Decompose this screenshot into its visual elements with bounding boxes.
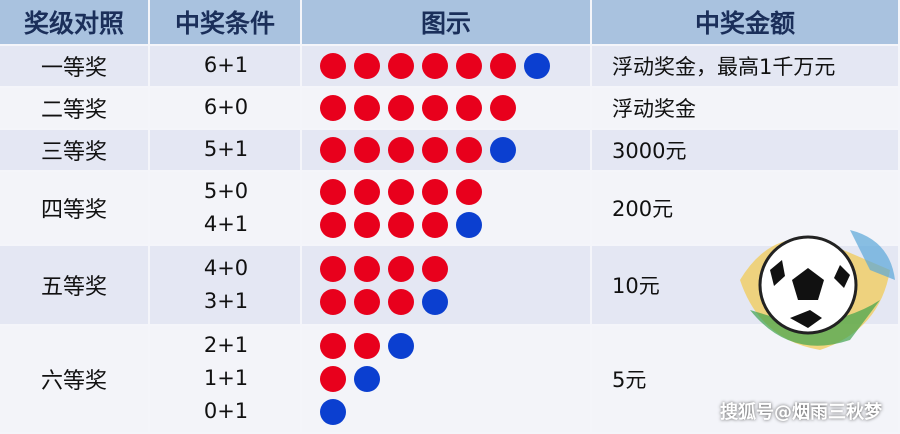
- condition: 3+1: [203, 288, 249, 313]
- red-ball: [388, 211, 414, 238]
- red-ball: [422, 178, 448, 205]
- football-decoration: [740, 230, 895, 350]
- condition: 5+1: [203, 137, 249, 161]
- row-cell: [592, 172, 898, 244]
- blue-ball: [354, 366, 380, 392]
- row-cell: [150, 46, 300, 86]
- watermark: 搜狐号@烟雨三秋梦: [720, 402, 882, 423]
- header-cell: 奖级对照: [0, 0, 148, 44]
- red-ball: [388, 288, 414, 315]
- condition: 6+1: [203, 53, 249, 77]
- prize: 浮动奖金: [612, 97, 696, 121]
- level: 三等奖: [40, 140, 107, 165]
- row-cell: [150, 246, 300, 324]
- red-ball: [388, 178, 414, 205]
- blue-ball: [320, 399, 346, 425]
- header-cell: 中奖金额: [592, 0, 898, 44]
- prize: 10元: [612, 274, 660, 298]
- red-ball: [354, 178, 380, 205]
- row-cell: [592, 130, 898, 170]
- row-cell: [302, 246, 590, 324]
- row-cell: [0, 46, 148, 86]
- row-cell: [0, 88, 148, 128]
- red-ball: [456, 178, 482, 205]
- red-ball: [456, 95, 482, 121]
- condition: 2+1: [203, 333, 249, 357]
- red-ball: [490, 95, 516, 121]
- red-ball: [320, 333, 346, 359]
- red-ball: [320, 255, 346, 282]
- level: 六等奖: [40, 369, 107, 394]
- red-ball: [320, 53, 346, 79]
- red-ball: [388, 95, 414, 121]
- blue-ball: [422, 288, 448, 315]
- level: 五等奖: [40, 275, 107, 300]
- red-ball: [320, 95, 346, 121]
- level: 一等奖: [40, 56, 107, 81]
- red-ball: [354, 333, 380, 359]
- blue-ball: [490, 137, 516, 163]
- row-cell: [0, 326, 148, 432]
- row-cell: [592, 326, 898, 432]
- row-cell: [150, 172, 300, 244]
- header-cell: 中奖条件: [150, 0, 300, 44]
- red-ball: [422, 255, 448, 282]
- red-ball: [354, 211, 380, 238]
- condition: 4+1: [203, 211, 249, 236]
- level: 二等奖: [40, 98, 107, 123]
- red-ball: [422, 53, 448, 79]
- red-ball: [456, 137, 482, 163]
- row-cell: [302, 326, 590, 432]
- row-cell: [0, 246, 148, 324]
- red-ball: [354, 255, 380, 282]
- red-ball: [388, 255, 414, 282]
- row-cell: [592, 88, 898, 128]
- red-ball: [422, 137, 448, 163]
- red-ball: [354, 137, 380, 163]
- red-ball: [320, 366, 346, 392]
- row-cell: [150, 88, 300, 128]
- red-ball: [354, 288, 380, 315]
- row-cell: [150, 326, 300, 432]
- condition: 4+0: [203, 255, 249, 280]
- condition: 1+1: [203, 366, 249, 390]
- prize: 3000元: [612, 139, 687, 163]
- red-ball: [354, 53, 380, 79]
- level: 四等奖: [40, 198, 107, 223]
- red-ball: [320, 288, 346, 315]
- red-ball: [320, 137, 346, 163]
- prize: 浮动奖金，最高1千万元: [612, 55, 836, 79]
- row-cell: [592, 46, 898, 86]
- condition: 6+0: [203, 95, 249, 119]
- red-ball: [456, 53, 482, 79]
- red-ball: [388, 53, 414, 79]
- red-ball: [320, 178, 346, 205]
- header-cell: 图示: [302, 0, 590, 44]
- blue-ball: [388, 333, 414, 359]
- red-ball: [354, 95, 380, 121]
- blue-ball: [456, 211, 482, 238]
- blue-ball: [524, 53, 550, 79]
- red-ball: [490, 53, 516, 79]
- row-cell: [0, 172, 148, 244]
- prize: 5元: [612, 368, 647, 392]
- red-ball: [422, 211, 448, 238]
- condition: 5+0: [203, 178, 249, 203]
- row-cell: [150, 130, 300, 170]
- condition: 0+1: [203, 399, 249, 423]
- row-cell: [302, 172, 590, 244]
- red-ball: [388, 137, 414, 163]
- row-cell: [0, 130, 148, 170]
- red-ball: [320, 211, 346, 238]
- red-ball: [422, 95, 448, 121]
- prize: 200元: [612, 197, 674, 221]
